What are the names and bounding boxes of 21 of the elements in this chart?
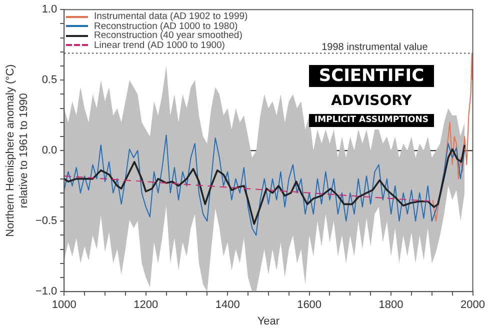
y-tick-label: −1.0 [35, 286, 58, 298]
x-axis-title: Year [257, 315, 280, 328]
x-tick-label: 2000 [460, 299, 486, 312]
x-tick-label: 1000 [52, 299, 76, 312]
legend-label: Reconstruction (40 year smoothed) [94, 30, 242, 41]
x-tick-label: 1400 [215, 299, 240, 312]
y-tick-label: 1.0 [42, 4, 58, 16]
x-tick-label: 1200 [134, 299, 158, 312]
annotation: ADVISORY [330, 92, 413, 111]
annotation: SCIENTIFIC [309, 65, 434, 87]
legend-label: Instrumental data (AD 1902 to 1999) [94, 11, 248, 22]
y-tick-label: 0.5 [42, 74, 58, 86]
legend-label: Linear trend (AD 1000 to 1900) [94, 40, 225, 50]
y-axis-title: Northern Hemisphere anomaly (°C) relative to 1961 to 1990 [4, 64, 30, 237]
y-tick-label: 0.0 [42, 144, 58, 157]
x-tick-label: 1600 [297, 299, 322, 312]
annotation: IMPLICIT ASSUMPTIONS [309, 114, 434, 127]
legend-label: Reconstruction (AD 1000 to 1980) [94, 20, 238, 32]
x-tick-label: 1800 [378, 299, 404, 312]
ref-line-label: 1998 instrumental value [322, 42, 428, 54]
y-tick-label: −0.5 [35, 215, 58, 228]
